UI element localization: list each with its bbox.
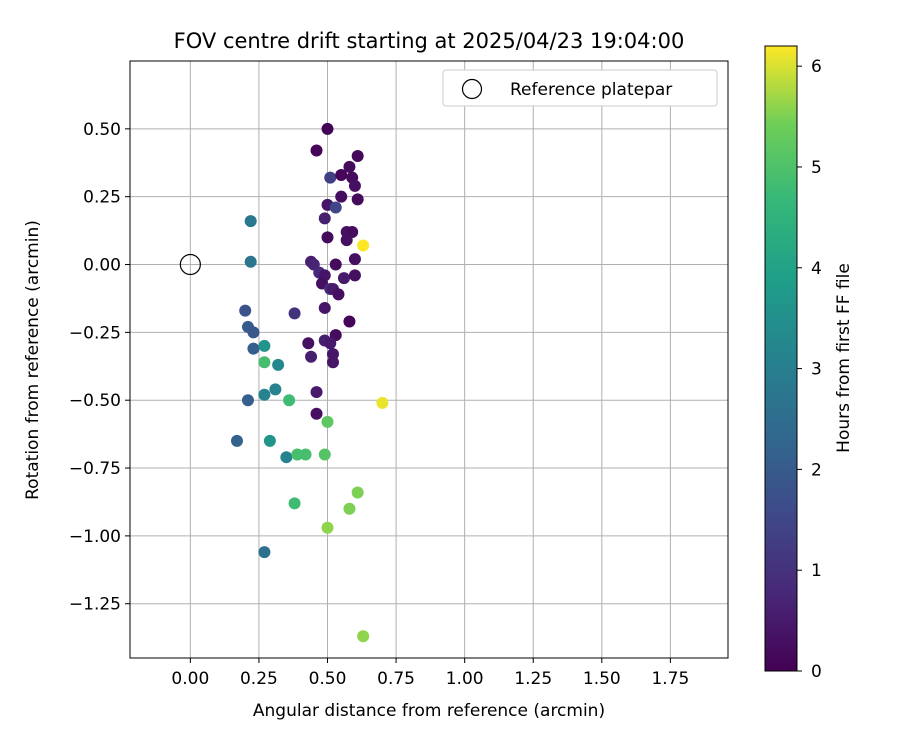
- data-point: [269, 383, 282, 396]
- legend-box: [442, 69, 718, 107]
- data-point: [247, 326, 260, 339]
- data-point: [351, 193, 364, 206]
- data-point: [299, 448, 312, 461]
- data-point: [329, 201, 342, 214]
- data-point: [310, 407, 323, 420]
- data-points: [230, 122, 389, 643]
- data-point: [348, 269, 361, 282]
- data-point: [258, 546, 271, 559]
- y-tick-label: −0.50: [69, 391, 121, 411]
- data-point: [318, 301, 331, 314]
- data-point: [357, 630, 370, 643]
- grid-lines: [130, 61, 728, 658]
- data-point: [348, 253, 361, 266]
- x-axis-ticks: 0.00 0.25 0.50 0.75 1.00 1.25 1.50 1.75: [171, 658, 689, 689]
- colorbar: 0 1 2 3 4 5 6 Hours from first FF file: [764, 45, 854, 682]
- data-point: [318, 448, 331, 461]
- reference-layer: [179, 253, 201, 276]
- colorbar-tick-label: 4: [811, 259, 822, 279]
- plot-area: [129, 60, 729, 659]
- data-point: [357, 239, 370, 252]
- data-point: [343, 160, 356, 173]
- data-point: [343, 502, 356, 515]
- data-point: [239, 304, 252, 317]
- y-tick-label: 0.00: [83, 256, 121, 276]
- data-point: [305, 350, 318, 363]
- data-point: [340, 234, 353, 247]
- plot-frame: [129, 60, 729, 659]
- data-point: [351, 149, 364, 162]
- data-point: [329, 258, 342, 271]
- y-tick-label: −1.00: [69, 527, 121, 547]
- data-point: [272, 358, 285, 371]
- colorbar-tick-label: 1: [811, 561, 822, 581]
- data-point: [376, 396, 389, 409]
- x-tick-label: 0.50: [309, 669, 347, 689]
- data-point: [337, 272, 350, 285]
- y-tick-label: 0.25: [83, 188, 121, 208]
- data-point: [321, 415, 334, 428]
- data-point: [351, 486, 364, 499]
- y-tick-label: 0.50: [83, 120, 121, 140]
- colorbar-gradient: [764, 45, 798, 672]
- data-point: [321, 231, 334, 244]
- colorbar-tick-label: 2: [811, 460, 822, 480]
- x-tick-label: 0.75: [377, 669, 415, 689]
- data-point: [291, 448, 304, 461]
- data-point: [332, 288, 345, 301]
- data-point: [263, 434, 276, 447]
- data-point: [280, 451, 293, 464]
- data-point: [335, 168, 348, 181]
- chart-title: FOV centre drift starting at 2025/04/23 …: [174, 29, 685, 53]
- data-point: [321, 122, 334, 135]
- data-point: [310, 386, 323, 399]
- legend-reference-marker: [461, 78, 483, 100]
- y-tick-label: −1.25: [69, 595, 121, 615]
- data-point: [324, 337, 337, 350]
- colorbar-tick-label: 6: [811, 57, 822, 77]
- x-tick-label: 1.75: [651, 669, 689, 689]
- y-axis-label: Rotation from reference (arcmin): [23, 220, 43, 500]
- x-axis-label: Angular distance from reference (arcmin): [253, 701, 605, 721]
- data-point: [343, 315, 356, 328]
- data-point: [230, 434, 243, 447]
- colorbar-ticks: 0 1 2 3 4 5 6: [797, 57, 822, 682]
- legend: Reference platepar: [442, 69, 718, 107]
- data-point: [326, 356, 339, 369]
- colorbar-label: Hours from first FF file: [834, 263, 854, 453]
- legend-entry-label: Reference platepar: [510, 80, 672, 100]
- data-point: [241, 394, 254, 407]
- x-tick-label: 1.50: [583, 669, 621, 689]
- data-point: [324, 171, 337, 184]
- data-point: [321, 521, 334, 534]
- y-tick-label: −0.25: [69, 323, 121, 343]
- data-point: [302, 337, 315, 350]
- data-point: [244, 215, 257, 228]
- data-point: [288, 497, 301, 510]
- y-axis-ticks: 0.50 0.25 0.00 −0.25 −0.50 −0.75 −1.00 −1.25: [69, 120, 130, 615]
- colorbar-tick-label: 0: [811, 662, 822, 682]
- data-point: [318, 212, 331, 225]
- y-tick-label: −0.75: [69, 459, 121, 479]
- data-point: [310, 144, 323, 157]
- data-point: [348, 179, 361, 192]
- data-point: [258, 356, 271, 369]
- x-tick-label: 1.25: [514, 669, 552, 689]
- colorbar-tick-label: 3: [811, 360, 822, 380]
- data-point: [288, 307, 301, 320]
- x-tick-label: 1.00: [446, 669, 484, 689]
- data-point: [335, 190, 348, 203]
- reference-platepar-marker: [179, 253, 201, 276]
- x-tick-label: 0.25: [240, 669, 278, 689]
- x-tick-label: 0.00: [171, 669, 209, 689]
- plot-background: [130, 61, 728, 658]
- data-point: [258, 339, 271, 352]
- colorbar-tick-label: 5: [811, 158, 822, 178]
- data-point: [247, 342, 260, 355]
- data-point: [244, 255, 257, 268]
- data-point: [258, 388, 271, 401]
- data-point: [283, 394, 296, 407]
